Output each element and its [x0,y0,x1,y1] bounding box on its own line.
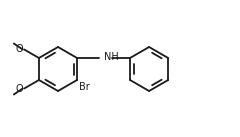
Text: O: O [16,83,23,93]
Text: Br: Br [79,82,90,92]
Text: O: O [16,45,23,55]
Text: NH: NH [103,52,118,62]
